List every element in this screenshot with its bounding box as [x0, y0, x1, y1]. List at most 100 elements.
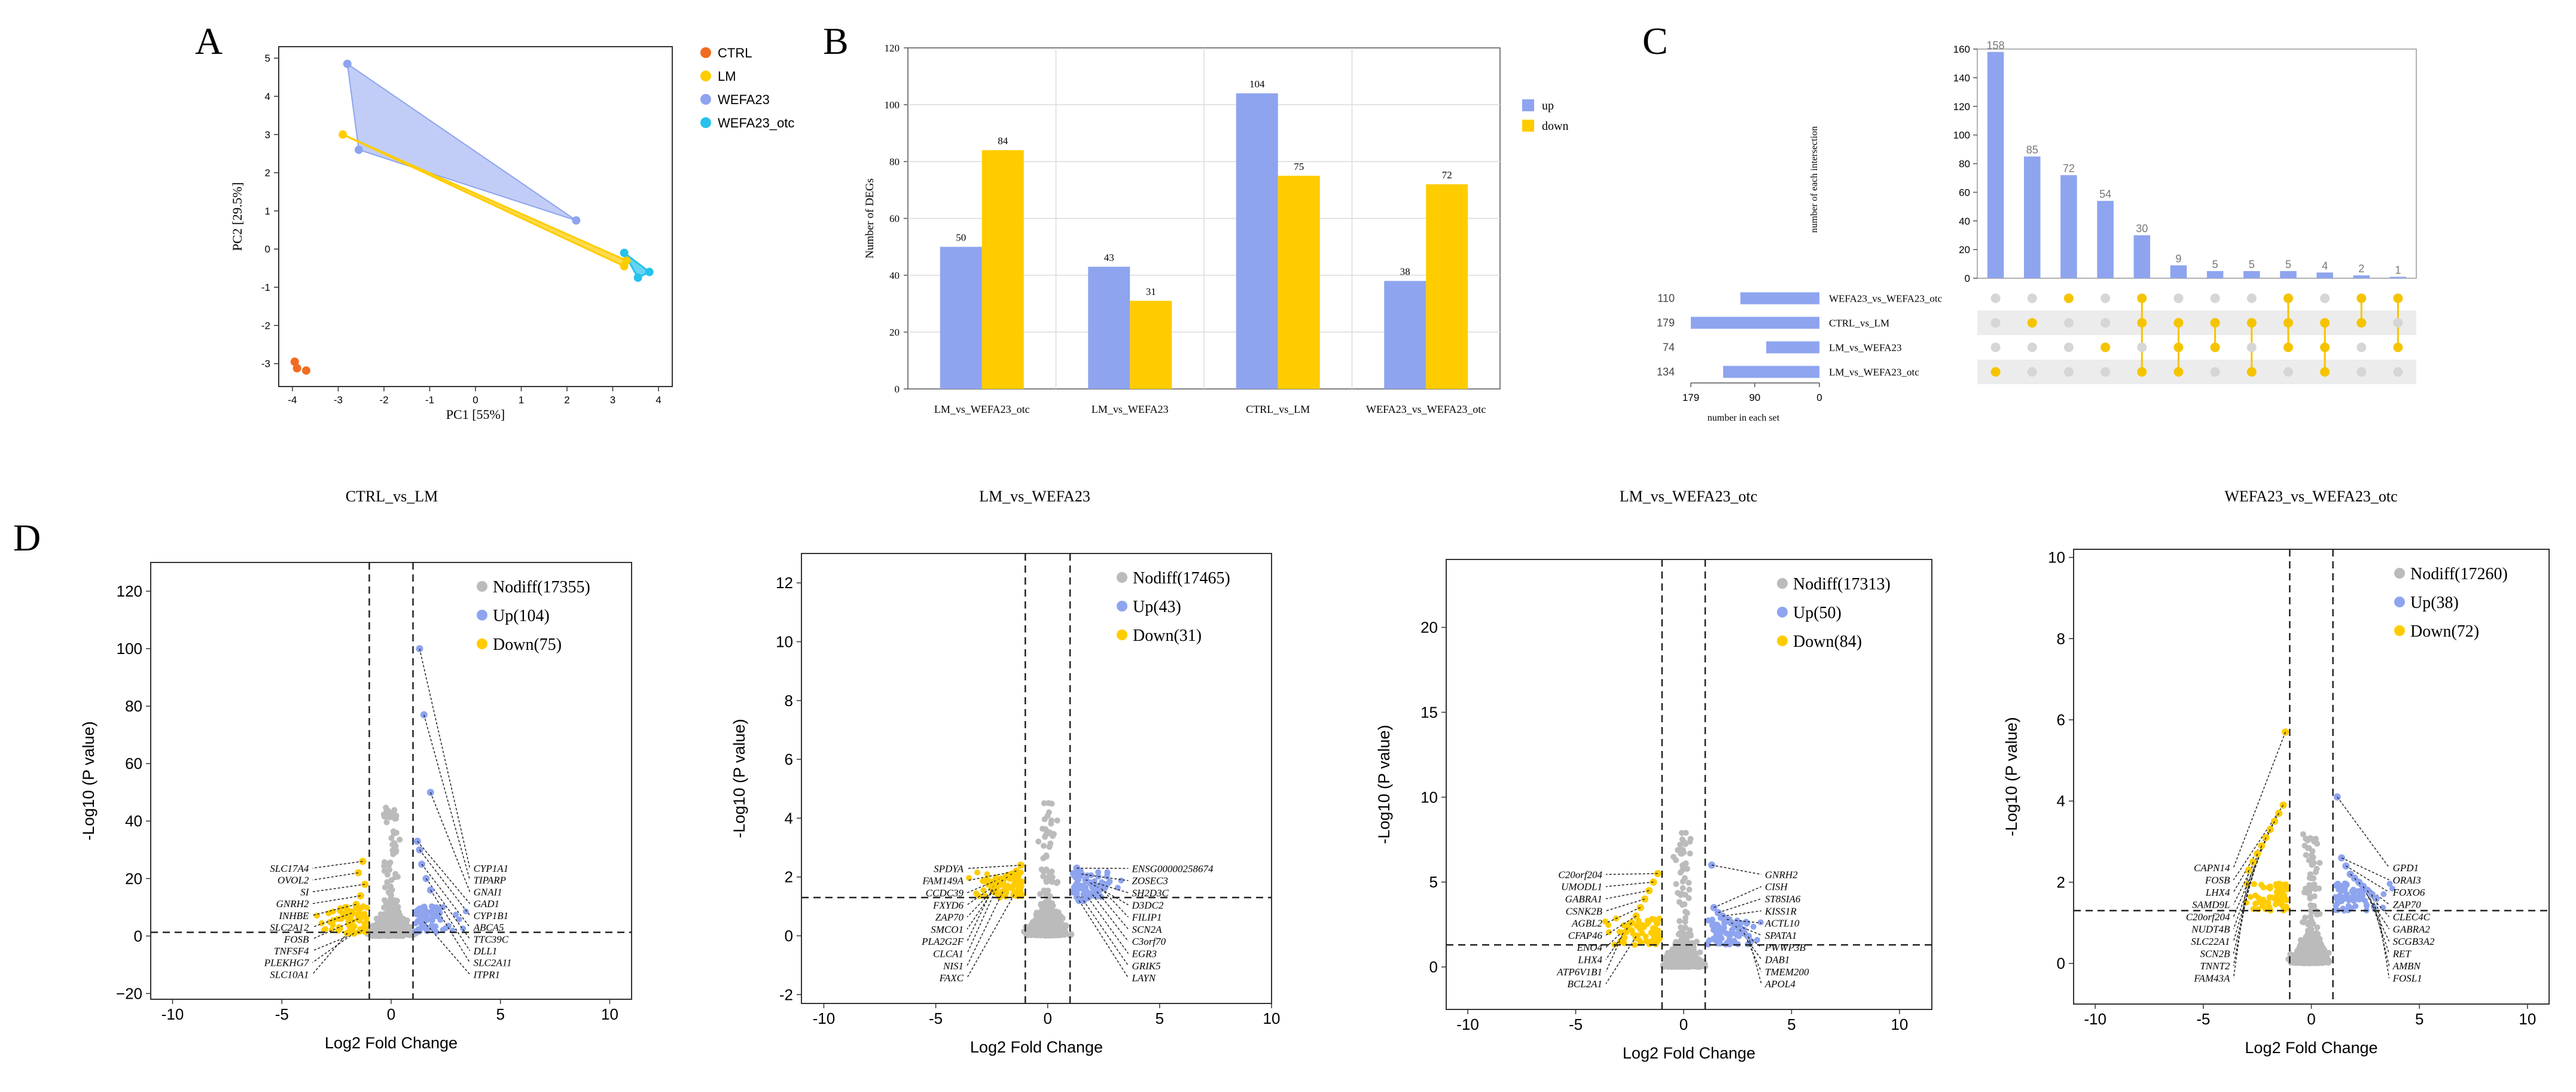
volcano-ytick-label: 120 — [117, 582, 142, 600]
gene-label: DAB1 — [1764, 954, 1790, 966]
gene-leader — [967, 889, 997, 954]
volcano-ylabel: -Log10 (P value) — [80, 721, 97, 840]
upset-set-size: 110 — [1657, 293, 1675, 305]
down-point — [2260, 896, 2267, 903]
upset-ytick-label: 0 — [1965, 273, 1970, 284]
upset-dot — [2320, 293, 2330, 303]
volcano-xtick-label: 0 — [387, 1005, 395, 1023]
panel-label-c: C — [1642, 20, 1668, 62]
upset-bar-value: 72 — [2063, 163, 2075, 175]
up-point — [2363, 902, 2370, 909]
volcano-2: LM_vs_WEFA23 -10 -5 0 5 10 -2 0 2 4 6 8 10 12 Log2 Fol… — [730, 488, 1280, 1056]
upset-set-name: CTRL_vs_LM — [1829, 318, 1889, 329]
gene-label: GAD1 — [474, 898, 499, 910]
gene-label: SLC17A4 — [270, 863, 309, 874]
gene-label: CISH — [1765, 881, 1789, 893]
upset-dot — [2137, 342, 2147, 352]
volcano-legend-label: Nodiff(17465) — [1133, 569, 1230, 588]
gene-label: SLC2A12 — [270, 922, 309, 933]
up-point — [1710, 927, 1717, 933]
up-point — [1754, 936, 1760, 943]
gene-leader — [419, 648, 471, 869]
volcano-3: LM_vs_WEFA23_otc -10 -5 0 5 10 0 5 10 15 20 Log2 Fo… — [1375, 488, 1932, 1062]
nodiff-point — [2304, 837, 2311, 844]
gene-label: SCGB3A2 — [2393, 936, 2435, 947]
pca-point-wefa23_otc — [620, 248, 629, 257]
up-point — [2356, 896, 2362, 903]
gene-label: C20orf204 — [2186, 911, 2230, 923]
gene-leader — [2358, 882, 2390, 930]
upset-bar-value: 158 — [1987, 39, 2005, 51]
gene-label: GNRH2 — [1765, 869, 1798, 880]
nodiff-point — [1679, 927, 1686, 933]
volcano-1: CTRL_vs_LM -10 -5 0 5 10 −20 0 20 40 60 80 100 120 Log… — [80, 488, 632, 1052]
pca-xtick-label: -3 — [334, 394, 343, 406]
down-point — [984, 871, 990, 878]
nodiff-point — [2316, 859, 2323, 866]
down-point — [2269, 895, 2276, 901]
deg-category-label: WEFA23_vs_WEFA23_otc — [1366, 403, 1486, 415]
upset-dot — [2210, 367, 2220, 377]
gene-leader — [312, 872, 359, 881]
upset-set-bar — [1723, 366, 1819, 378]
down-point — [357, 910, 364, 917]
upset-bar-value: 5 — [2249, 258, 2255, 270]
nodiff-point — [1686, 957, 1693, 963]
nodiff-point — [2313, 911, 2320, 918]
nodiff-point — [398, 926, 405, 933]
up-point — [1721, 924, 1727, 931]
upset-dot — [2246, 342, 2257, 352]
upset-dot — [2210, 342, 2220, 352]
up-point — [1118, 877, 1124, 884]
nodiff-point — [2287, 951, 2294, 957]
pca-ytick-label: -3 — [261, 358, 270, 370]
upset-dot — [2283, 293, 2293, 303]
volcano-points — [966, 800, 1124, 939]
upset-frame — [1977, 48, 2417, 279]
nodiff-point — [1063, 923, 1069, 929]
gene-label: FOXO6 — [2392, 887, 2425, 898]
upset-dot — [2320, 318, 2330, 328]
gene-label: GRIK5 — [1132, 960, 1160, 972]
nodiff-point — [2308, 920, 2315, 926]
wefa23-otc-hull — [623, 252, 651, 279]
volcano-xtick-label: 5 — [496, 1005, 504, 1023]
down-point — [2276, 884, 2283, 890]
gene-label: TNNT2 — [2200, 960, 2230, 972]
pca-xtick-label: -4 — [288, 394, 297, 406]
up-point — [1103, 874, 1110, 880]
volcano-frame — [801, 553, 1272, 1004]
gene-leader — [1605, 907, 1641, 924]
legend-ctrl: CTRL — [718, 45, 752, 60]
legend-marker-lm — [700, 71, 711, 81]
wefa23-hull — [346, 62, 577, 221]
upset-dot — [2101, 367, 2111, 377]
down-point — [2273, 899, 2280, 906]
nodiff-point — [1041, 800, 1047, 807]
deg-legend: up down — [1522, 99, 1568, 133]
gene-label: FOSB — [283, 933, 309, 945]
volcano-ytick-label: 60 — [125, 755, 142, 772]
gene-label: PWWP3B — [1764, 942, 1806, 953]
nodiff-point — [404, 917, 410, 924]
nodiff-point — [381, 932, 388, 939]
gene-label: AMBN — [2392, 960, 2422, 972]
gene-label: ABCA5 — [473, 922, 504, 933]
up-point — [1705, 939, 1711, 946]
nodiff-point — [1680, 950, 1687, 956]
gene-label: BCL2A1 — [1567, 978, 1602, 990]
volcano-legend-marker — [477, 581, 487, 592]
volcano-4: WEFA23_vs_WEFA23_otc -10 -5 0 5 10 0 2 4 6 8 10 Log2… — [2002, 488, 2550, 1057]
volcano-ylabel: -Log10 (P value) — [2002, 717, 2020, 836]
down-point — [337, 905, 343, 911]
up-point — [2334, 900, 2341, 907]
panel-label-d: D — [13, 516, 41, 559]
nodiff-point — [2307, 937, 2313, 944]
nodiff-point — [1041, 816, 1048, 823]
legend-marker-up — [1522, 99, 1534, 111]
upset-dot — [2137, 367, 2147, 377]
volcano-ytick-label: 20 — [1420, 619, 1438, 637]
deg-bar-value: 72 — [1442, 169, 1452, 181]
legend-down: down — [1542, 120, 1568, 133]
nodiff-point — [1684, 931, 1691, 938]
